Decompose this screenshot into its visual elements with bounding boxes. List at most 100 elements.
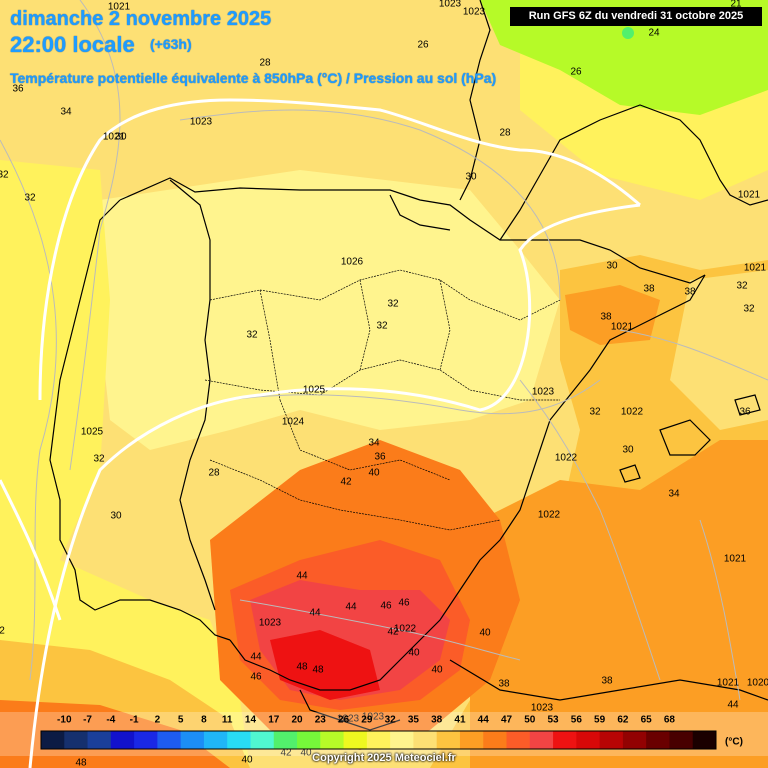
temperature-label: 30 xyxy=(465,172,477,183)
isobar-label: 1021 xyxy=(103,132,126,143)
forecast-date: dimanche 2 novembre 2025 xyxy=(10,8,272,30)
temperature-label: 32 xyxy=(246,330,258,341)
legend-tick-label: 68 xyxy=(664,715,676,726)
balearic-islands xyxy=(619,394,761,483)
legend-swatch xyxy=(343,731,368,749)
isobar-label: 1022 xyxy=(538,510,561,521)
temperature-label: 32 xyxy=(93,454,105,465)
legend-swatch xyxy=(576,731,601,749)
legend-swatch xyxy=(646,731,670,749)
temperature-label: 36 xyxy=(739,407,751,418)
temperature-label: 42 xyxy=(280,748,292,759)
temperature-label: 40 xyxy=(300,748,312,759)
temperature-label: 42 xyxy=(387,627,399,638)
isobar-label: 1023 xyxy=(362,712,385,723)
legend-tick-label: 8 xyxy=(201,715,207,726)
isobar-label: 1023 xyxy=(532,387,555,398)
temperature-label: 46 xyxy=(398,598,410,609)
legend-swatch xyxy=(622,731,647,749)
isobar-label: 1021 xyxy=(108,2,131,13)
legend-tick-label: -4 xyxy=(106,715,115,726)
field-green-ne xyxy=(480,0,768,115)
temperature-label: 38 xyxy=(601,676,613,687)
legend-tick-label: -1 xyxy=(130,715,139,726)
legend-tick-label: 62 xyxy=(617,715,629,726)
temperature-label: 28 xyxy=(499,128,511,139)
temperature-label: 40 xyxy=(479,628,491,639)
temperature-label: 44 xyxy=(309,608,321,619)
legend-swatch xyxy=(157,731,182,749)
legend-swatch xyxy=(250,731,275,749)
isobar-label: 1022 xyxy=(621,407,644,418)
temperature-label: 40 xyxy=(431,665,443,676)
temperature-label: 40 xyxy=(241,755,253,766)
temperature-label: 34 xyxy=(668,489,680,500)
temperature-label: 38 xyxy=(643,284,655,295)
legend-swatch xyxy=(529,731,554,749)
legend-swatch xyxy=(110,731,135,749)
temperature-label: 24 xyxy=(648,28,660,39)
isobar-label: 1023 xyxy=(259,618,282,629)
legend-tick-label: 50 xyxy=(524,715,536,726)
isobar-label: 1025 xyxy=(81,427,104,438)
legend-swatch xyxy=(227,731,251,749)
legend-tick-label: 23 xyxy=(315,715,327,726)
map-subtitle: Température potentielle équivalente à 85… xyxy=(10,70,497,86)
temperature-label: 40 xyxy=(408,648,420,659)
temperature-label: 34 xyxy=(368,438,380,449)
temperature-label: 42 xyxy=(340,477,352,488)
isobars-lines xyxy=(0,0,768,701)
temperature-label: 38 xyxy=(684,287,696,298)
legend-swatch xyxy=(366,731,391,749)
temperature-label: 32 xyxy=(743,304,755,315)
temperature-label: 30 xyxy=(606,261,618,272)
legend-swatch xyxy=(669,731,694,749)
temperature-label: 46 xyxy=(250,672,262,683)
isobar-label: 1021 xyxy=(717,678,740,689)
temperature-label: 32 xyxy=(589,407,601,418)
legend-tick-label: 35 xyxy=(408,715,420,726)
legend-tick-label: 59 xyxy=(594,715,606,726)
legend-swatch xyxy=(64,731,89,749)
forecast-time: 22:00 locale xyxy=(10,32,135,57)
isobar-label: 1021 xyxy=(724,554,747,565)
isobar-label: 1021 xyxy=(744,263,767,274)
white-isotherm-2 xyxy=(0,479,62,621)
temperature-label: 2 xyxy=(0,626,5,637)
legend-tick-label: 47 xyxy=(501,715,513,726)
isobar-label: 1021 xyxy=(611,322,634,333)
legend-swatch xyxy=(413,731,438,749)
legend-tick-label: 5 xyxy=(178,715,184,726)
legend-tick-label: 26 xyxy=(338,715,350,726)
legend-tick-label: 56 xyxy=(571,715,583,726)
legend-tick-label: 44 xyxy=(478,715,490,726)
field-orange-catalonia xyxy=(565,285,660,345)
isobar-label: 1026 xyxy=(341,257,364,268)
isobar-label: 1025 xyxy=(303,385,326,396)
field-light-ne-coast xyxy=(670,270,768,430)
temperature-label: 36 xyxy=(12,84,24,95)
legend-swatch xyxy=(203,731,228,749)
legend-swatch xyxy=(390,731,414,749)
legend-tick-label: 11 xyxy=(222,715,233,726)
temperature-label: 28 xyxy=(208,468,220,479)
temperature-label: 38 xyxy=(600,312,612,323)
field-lightyellow-plateau xyxy=(100,170,560,450)
field-yellow-west xyxy=(0,160,110,600)
legend-border xyxy=(40,730,717,750)
temperature-label: 28 xyxy=(259,58,271,69)
temperature-label: 48 xyxy=(296,662,308,673)
temperature-label: 48 xyxy=(312,665,324,676)
temperature-label: 40 xyxy=(368,468,380,479)
temperature-label: 32 xyxy=(0,170,9,181)
temperature-label: 32 xyxy=(736,281,748,292)
temperature-label: 36 xyxy=(374,452,386,463)
white-isotherm xyxy=(28,98,641,768)
temperature-label: 26 xyxy=(417,40,429,51)
legend-tick-label: 38 xyxy=(431,715,443,726)
isobar-label: 1020 xyxy=(747,678,768,689)
legend-swatch xyxy=(483,731,508,749)
temperature-label: 30 xyxy=(115,132,127,143)
temperature-label: 32 xyxy=(387,299,399,310)
legend-swatch xyxy=(320,731,345,749)
